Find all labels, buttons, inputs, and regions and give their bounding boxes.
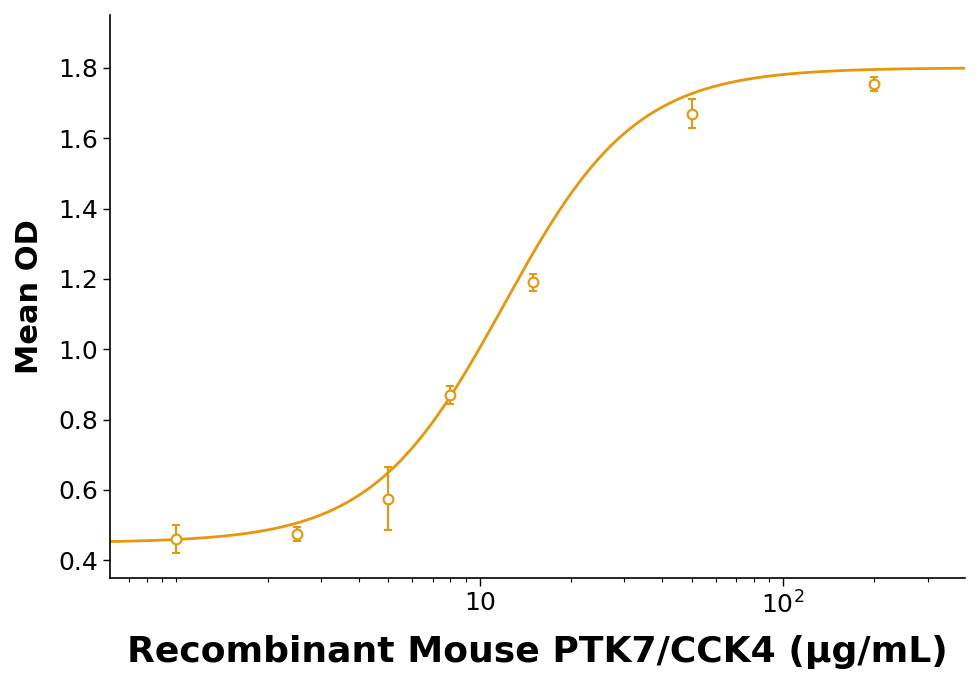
X-axis label: Recombinant Mouse PTK7/CCK4 (μg/mL): Recombinant Mouse PTK7/CCK4 (μg/mL) (126, 635, 948, 669)
Y-axis label: Mean OD: Mean OD (15, 219, 44, 374)
